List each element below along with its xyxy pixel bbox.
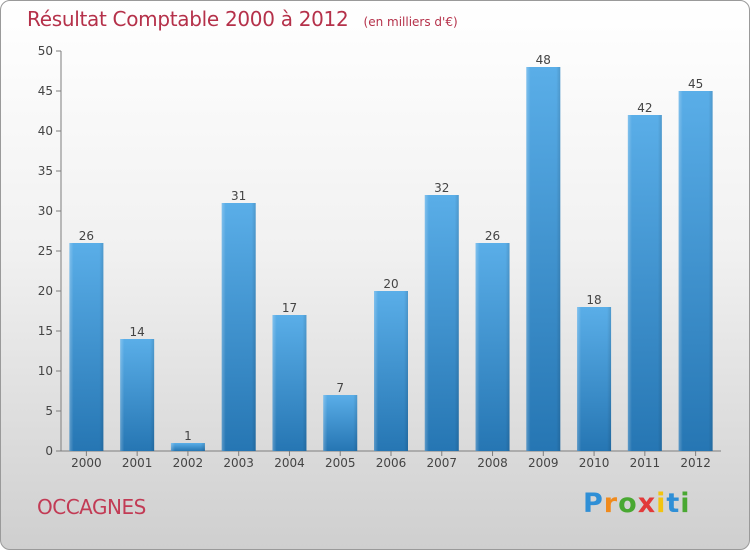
data-label: 48 — [536, 53, 551, 67]
data-label: 32 — [434, 181, 449, 195]
bar-shading — [272, 315, 307, 451]
logo-letter: P — [583, 488, 604, 519]
y-tick-label: 0 — [45, 444, 53, 458]
y-tick-label: 40 — [38, 124, 53, 138]
bar-shading — [69, 243, 104, 451]
bar-shading — [424, 195, 459, 451]
bar-shading — [120, 339, 155, 451]
data-label: 42 — [637, 101, 652, 115]
bar-shading — [577, 307, 612, 451]
data-label: 17 — [282, 301, 297, 315]
bar-shading — [627, 115, 662, 451]
y-tick-label: 35 — [38, 164, 53, 178]
data-label: 20 — [383, 277, 398, 291]
title-row: Résultat Comptable 2000 à 2012 (en milli… — [27, 7, 458, 31]
bar-shading — [323, 395, 358, 451]
commune-name: OCCAGNES — [37, 495, 146, 519]
y-tick-label: 30 — [38, 204, 53, 218]
bar-shading — [475, 243, 510, 451]
bar-shading — [221, 203, 256, 451]
x-tick-label: 2012 — [680, 456, 711, 470]
logo-letter: i — [680, 488, 691, 519]
x-tick-label: 2011 — [630, 456, 661, 470]
y-tick-label: 5 — [45, 404, 53, 418]
logo-letter: r — [603, 488, 619, 519]
x-tick-label: 2007 — [426, 456, 457, 470]
y-tick-label: 45 — [38, 84, 53, 98]
data-label: 18 — [586, 293, 601, 307]
data-label: 26 — [485, 229, 500, 243]
y-tick-label: 10 — [38, 364, 53, 378]
logo-letter: x — [637, 488, 657, 519]
x-tick-label: 2000 — [71, 456, 102, 470]
chart-subtitle: (en milliers d'€) — [363, 15, 458, 29]
x-tick-label: 2001 — [122, 456, 153, 470]
x-tick-label: 2005 — [325, 456, 356, 470]
logo-letter: i — [656, 488, 667, 519]
logo-letter: t — [666, 488, 681, 519]
x-tick-label: 2010 — [579, 456, 610, 470]
y-tick-label: 15 — [38, 324, 53, 338]
x-tick-label: 2009 — [528, 456, 559, 470]
data-label: 45 — [688, 77, 703, 91]
x-tick-label: 2008 — [477, 456, 508, 470]
x-tick-label: 2006 — [376, 456, 407, 470]
bar-shading — [678, 91, 713, 451]
logo-letter: o — [618, 488, 638, 519]
x-tick-label: 2004 — [274, 456, 305, 470]
data-label: 1 — [184, 429, 192, 443]
data-label: 7 — [336, 381, 344, 395]
x-tick-label: 2002 — [173, 456, 204, 470]
bar-shading — [526, 67, 561, 451]
bar-shading — [374, 291, 408, 451]
x-tick-label: 2003 — [223, 456, 254, 470]
chart-title: Résultat Comptable 2000 à 2012 — [27, 7, 349, 31]
y-tick-label: 50 — [38, 44, 53, 58]
proxiti-logo: Proxiti — [583, 488, 691, 519]
data-label: 14 — [130, 325, 145, 339]
y-tick-label: 20 — [38, 284, 53, 298]
bar-shading — [170, 443, 205, 451]
data-label: 31 — [231, 189, 246, 203]
data-label: 26 — [79, 229, 94, 243]
y-tick-label: 25 — [38, 244, 53, 258]
